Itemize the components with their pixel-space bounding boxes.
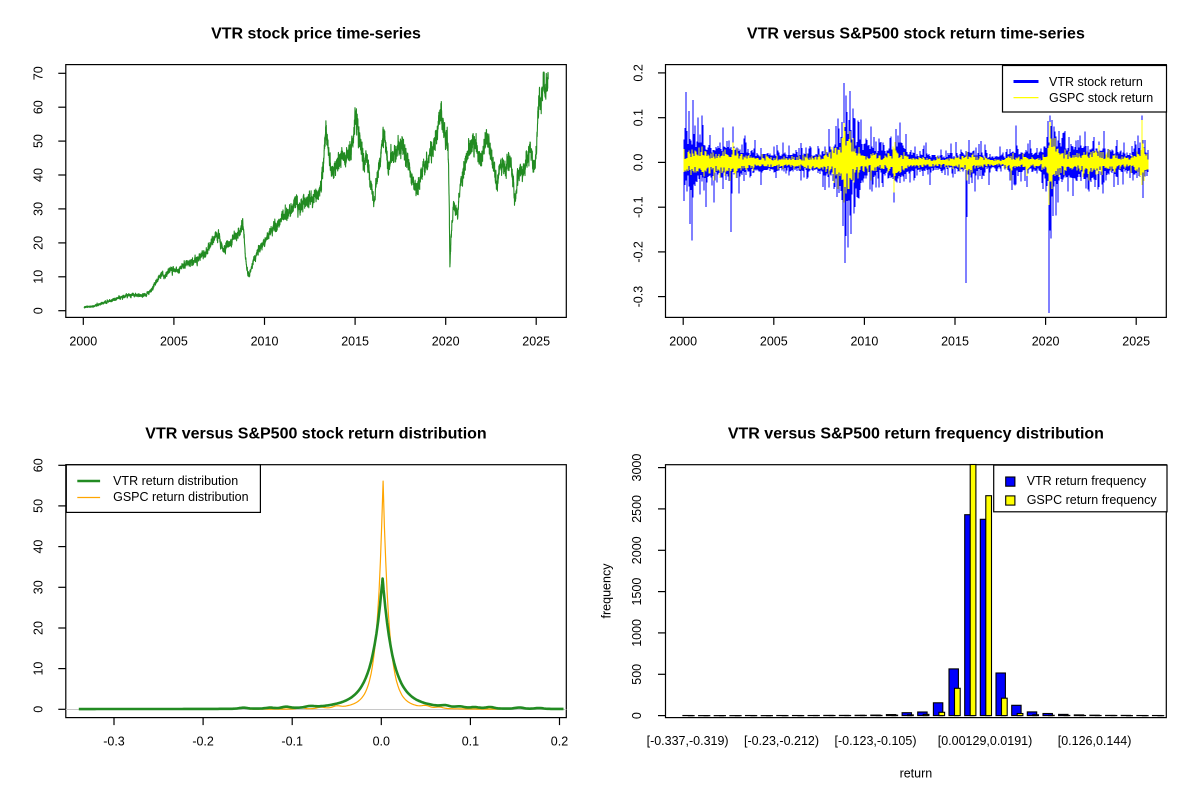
svg-text:3000: 3000 — [630, 454, 644, 482]
svg-text:GSPC return frequency: GSPC return frequency — [1027, 493, 1158, 507]
svg-text:0.1: 0.1 — [632, 109, 646, 126]
svg-text:2500: 2500 — [630, 495, 644, 523]
svg-text:20: 20 — [31, 236, 45, 250]
svg-text:return: return — [900, 767, 933, 781]
svg-text:2020: 2020 — [432, 335, 460, 349]
svg-text:2000: 2000 — [69, 335, 97, 349]
svg-text:0.0: 0.0 — [373, 735, 390, 749]
svg-text:[0.126,0.144): [0.126,0.144) — [1058, 734, 1132, 748]
svg-text:2025: 2025 — [522, 335, 550, 349]
svg-text:2000: 2000 — [630, 536, 644, 564]
svg-text:-0.3: -0.3 — [632, 286, 646, 308]
svg-text:0.2: 0.2 — [632, 64, 646, 81]
svg-text:GSPC stock return: GSPC stock return — [1049, 91, 1153, 105]
svg-text:10: 10 — [31, 270, 45, 284]
svg-text:70: 70 — [31, 66, 45, 80]
svg-text:2005: 2005 — [160, 335, 188, 349]
svg-text:[0.00129,0.0191): [0.00129,0.0191) — [938, 734, 1033, 748]
svg-text:VTR return distribution: VTR return distribution — [113, 474, 238, 488]
svg-text:[-0.123,-0.105): [-0.123,-0.105) — [835, 734, 917, 748]
svg-text:500: 500 — [630, 664, 644, 685]
svg-text:-0.2: -0.2 — [192, 735, 214, 749]
svg-text:-0.2: -0.2 — [632, 241, 646, 263]
svg-text:30: 30 — [31, 202, 45, 216]
svg-text:-0.1: -0.1 — [632, 196, 646, 218]
svg-text:2020: 2020 — [1032, 335, 1060, 349]
svg-text:VTR stock return: VTR stock return — [1049, 75, 1143, 89]
svg-text:-0.3: -0.3 — [103, 735, 125, 749]
svg-text:0.1: 0.1 — [462, 735, 479, 749]
svg-text:GSPC return distribution: GSPC return distribution — [113, 490, 249, 504]
svg-text:VTR versus S&P500 return frequ: VTR versus S&P500 return frequency distr… — [728, 426, 1104, 443]
svg-text:0: 0 — [630, 712, 644, 719]
svg-text:50: 50 — [31, 499, 45, 513]
svg-text:VTR versus S&P500 stock return: VTR versus S&P500 stock return distribut… — [145, 426, 486, 443]
svg-text:VTR stock price time-series: VTR stock price time-series — [211, 26, 421, 43]
svg-text:40: 40 — [31, 168, 45, 182]
svg-text:2010: 2010 — [251, 335, 279, 349]
svg-text:1500: 1500 — [630, 578, 644, 606]
svg-text:30: 30 — [31, 580, 45, 594]
svg-text:VTR versus S&P500 stock return: VTR versus S&P500 stock return time-seri… — [747, 26, 1085, 43]
svg-text:0.2: 0.2 — [551, 735, 568, 749]
svg-text:40: 40 — [31, 540, 45, 554]
svg-text:-0.1: -0.1 — [281, 735, 303, 749]
svg-text:20: 20 — [31, 621, 45, 635]
svg-text:2015: 2015 — [341, 335, 369, 349]
svg-text:[-0.23,-0.212): [-0.23,-0.212) — [744, 734, 819, 748]
svg-text:60: 60 — [31, 458, 45, 472]
svg-text:2010: 2010 — [850, 335, 878, 349]
svg-text:60: 60 — [31, 100, 45, 114]
svg-text:2005: 2005 — [760, 335, 788, 349]
svg-text:2025: 2025 — [1122, 335, 1150, 349]
svg-text:[-0.337,-0.319): [-0.337,-0.319) — [647, 734, 729, 748]
svg-text:2000: 2000 — [669, 335, 697, 349]
svg-text:0: 0 — [31, 706, 45, 713]
svg-text:frequency: frequency — [600, 563, 614, 619]
svg-text:0.0: 0.0 — [632, 154, 646, 171]
svg-text:2015: 2015 — [941, 335, 969, 349]
svg-text:1000: 1000 — [630, 619, 644, 647]
svg-text:10: 10 — [31, 662, 45, 676]
svg-text:VTR return frequency: VTR return frequency — [1027, 474, 1147, 488]
svg-text:0: 0 — [31, 307, 45, 314]
svg-text:50: 50 — [31, 134, 45, 148]
